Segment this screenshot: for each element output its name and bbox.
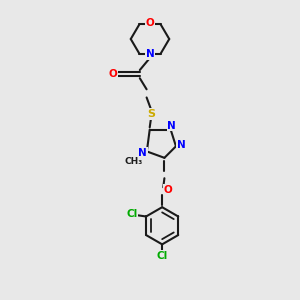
Text: N: N bbox=[167, 121, 176, 130]
Text: O: O bbox=[146, 18, 154, 28]
Text: O: O bbox=[109, 69, 118, 79]
Text: N: N bbox=[177, 140, 185, 150]
Text: N: N bbox=[138, 148, 147, 158]
Text: CH₃: CH₃ bbox=[124, 157, 142, 166]
Text: Cl: Cl bbox=[157, 251, 168, 261]
Text: O: O bbox=[164, 184, 172, 194]
Text: N: N bbox=[146, 49, 154, 59]
Text: S: S bbox=[147, 109, 155, 119]
Text: Cl: Cl bbox=[126, 209, 137, 219]
